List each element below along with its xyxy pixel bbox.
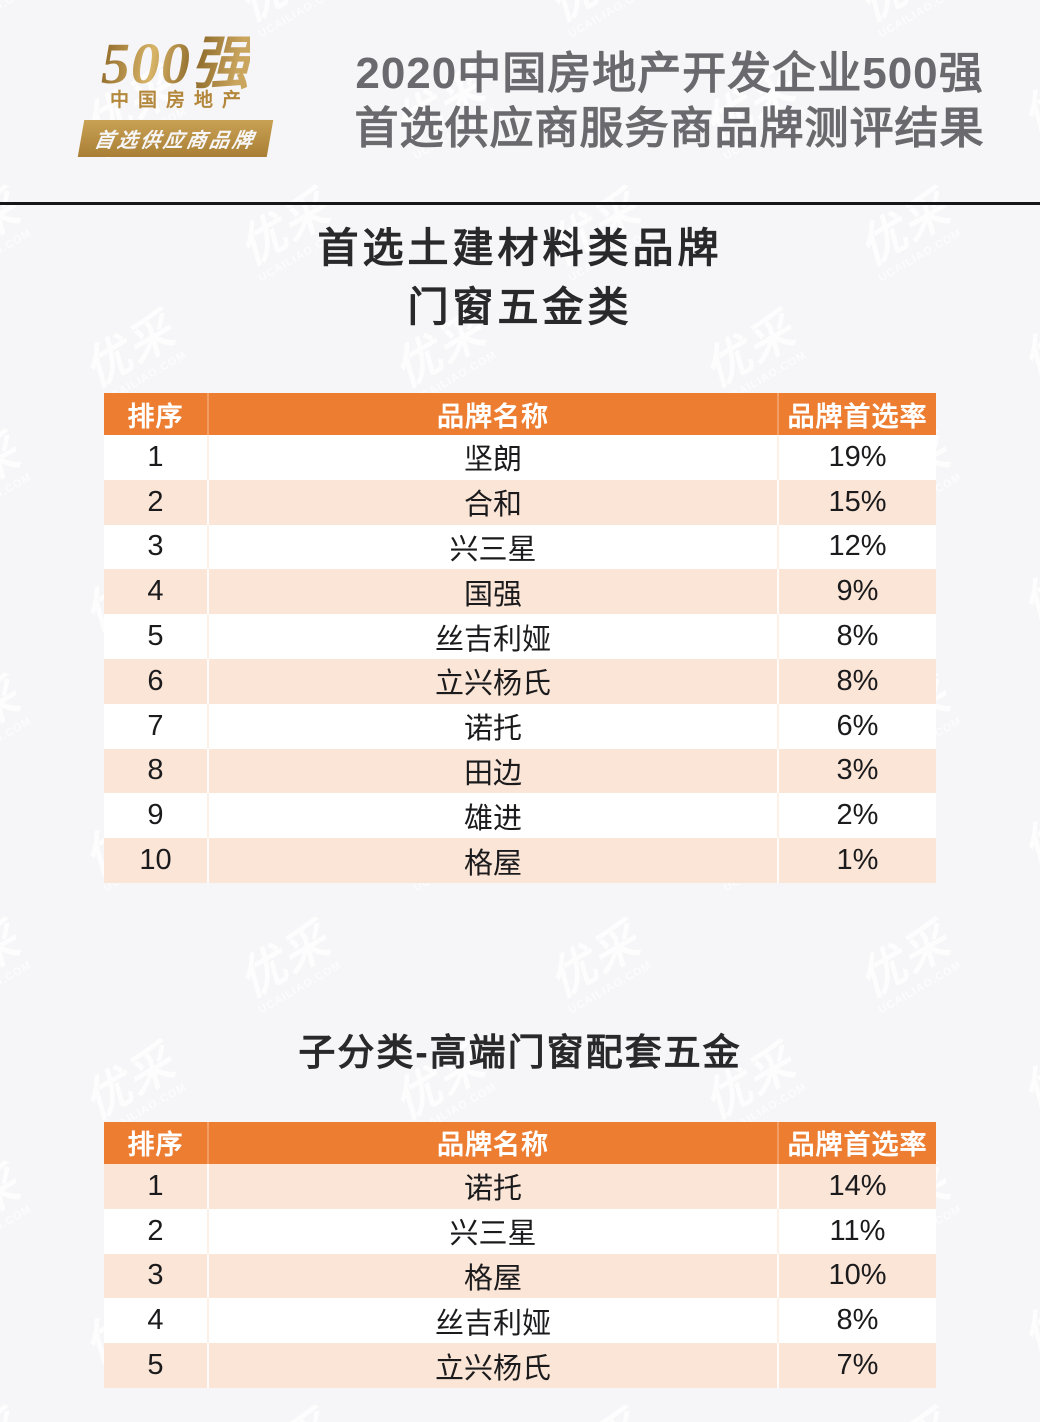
page-title-line1: 2020中国房地产开发企业500强: [355, 49, 984, 98]
table-row: 8 田边 3%: [104, 748, 936, 794]
brand-logo: 500强 中国房地产 首选供应商品牌: [58, 35, 293, 157]
rank-cell: 3: [104, 1253, 209, 1299]
rank-cell: 4: [104, 569, 209, 615]
table-row: 7 诺托 6%: [104, 703, 936, 749]
preference-rate-cell: 8%: [836, 620, 879, 653]
preference-rate-cell: 19%: [828, 440, 887, 473]
preference-rate-cell: 10%: [828, 1259, 887, 1292]
brand-name-cell: 格屋: [209, 1253, 779, 1299]
rank-cell: 2: [104, 479, 209, 525]
rank-cell: 9: [104, 793, 209, 839]
rank-cell: 1: [104, 435, 209, 480]
table-row: 2 兴三星 11%: [104, 1208, 936, 1254]
brand-name-cell: 立兴杨氏: [209, 1343, 779, 1388]
section2-title: 子分类-高端门窗配套五金: [298, 1031, 742, 1073]
preference-rate-cell: 7%: [836, 1349, 879, 1382]
ranking-table-subcategory: 排序 品牌名称 品牌首选率 1 诺托 14% 2 兴三星 11% 3 格屋 10% 4 丝吉利娅 8% 5 立兴…: [104, 1121, 936, 1388]
section1-title-line2: 门窗五金类: [407, 284, 633, 330]
column-header: 品牌名称: [209, 1121, 779, 1164]
rank-cell: 5: [104, 614, 209, 659]
ranking-table-main: 排序 品牌名称 品牌首选率 1 坚朗 19% 2 合和 15% 3 兴三星 12% 4 国强 9% 5 丝吉利娅…: [104, 393, 936, 883]
page-title-line2: 首选供应商服务商品牌测评结果: [354, 104, 985, 153]
rank-cell: 3: [104, 524, 209, 570]
column-header: 品牌名称: [209, 393, 779, 435]
table-row: 1 诺托 14%: [104, 1163, 936, 1209]
table-row: 2 合和 15%: [104, 479, 936, 525]
preference-rate-cell: 8%: [836, 664, 879, 697]
preference-rate-cell: 9%: [836, 575, 879, 608]
table-row: 1 坚朗 19%: [104, 435, 936, 480]
preference-rate-cell: 8%: [836, 1304, 879, 1337]
table-row: 9 雄进 2%: [104, 793, 936, 839]
rank-cell: 10: [104, 838, 209, 883]
column-header: 排序: [104, 1121, 209, 1164]
table-row: 6 立兴杨氏 8%: [104, 658, 936, 704]
brand-name-cell: 雄进: [209, 793, 779, 839]
rank-cell: 1: [104, 1163, 209, 1209]
brand-name-cell: 立兴杨氏: [209, 658, 779, 704]
preference-rate-cell: 2%: [836, 799, 879, 832]
column-header: 品牌首选率: [787, 401, 928, 432]
logo-org-text: 中国房地产: [109, 90, 250, 111]
table-header-row: 排序 品牌名称 品牌首选率: [104, 1121, 936, 1164]
brand-name-cell: 丝吉利娅: [209, 1298, 779, 1344]
logo-banner: 首选供应商品牌: [77, 120, 274, 157]
brand-name-cell: 合和: [209, 479, 779, 525]
table-row: 4 国强 9%: [104, 569, 936, 615]
section1-title-line1: 首选土建材料类品牌: [317, 225, 723, 271]
section1-title: 首选土建材料类品牌 门窗五金类: [0, 219, 1040, 337]
column-header: 排序: [104, 393, 209, 435]
brand-name-cell: 坚朗: [209, 435, 779, 480]
table-header-row: 排序 品牌名称 品牌首选率: [104, 393, 936, 435]
rank-cell: 4: [104, 1298, 209, 1344]
preference-rate-cell: 3%: [836, 754, 879, 787]
table-row: 4 丝吉利娅 8%: [104, 1298, 936, 1344]
masthead: 500强 中国房地产 首选供应商品牌 2020中国房地产开发企业500强 首选供…: [0, 0, 1040, 205]
brand-name-cell: 格屋: [209, 838, 779, 883]
brand-name-cell: 国强: [209, 569, 779, 615]
preference-rate-cell: 1%: [836, 844, 879, 877]
rank-cell: 5: [104, 1343, 209, 1388]
rank-cell: 6: [104, 658, 209, 704]
table-row: 3 格屋 10%: [104, 1253, 936, 1299]
table-row: 3 兴三星 12%: [104, 524, 936, 570]
preference-rate-cell: 11%: [829, 1214, 886, 1247]
brand-name-cell: 田边: [209, 748, 779, 794]
rank-cell: 7: [104, 703, 209, 749]
preference-rate-cell: 12%: [828, 530, 887, 563]
preference-rate-cell: 14%: [828, 1169, 887, 1202]
logo-500-text: 500强: [100, 31, 250, 96]
brand-name-cell: 丝吉利娅: [209, 614, 779, 659]
rank-cell: 2: [104, 1208, 209, 1254]
brand-name-cell: 诺托: [209, 703, 779, 749]
table-row: 5 丝吉利娅 8%: [104, 614, 936, 659]
table-row: 10 格屋 1%: [104, 838, 936, 883]
column-header: 品牌首选率: [787, 1130, 928, 1161]
brand-name-cell: 兴三星: [209, 524, 779, 570]
rank-cell: 8: [104, 748, 209, 794]
brand-name-cell: 诺托: [209, 1163, 779, 1209]
brand-name-cell: 兴三星: [209, 1208, 779, 1254]
preference-rate-cell: 6%: [836, 709, 879, 742]
page-title: 2020中国房地产开发企业500强 首选供应商服务商品牌测评结果: [293, 46, 1010, 156]
logo-banner-text: 首选供应商品牌: [92, 130, 258, 152]
table-row: 5 立兴杨氏 7%: [104, 1343, 936, 1388]
preference-rate-cell: 15%: [828, 485, 887, 518]
